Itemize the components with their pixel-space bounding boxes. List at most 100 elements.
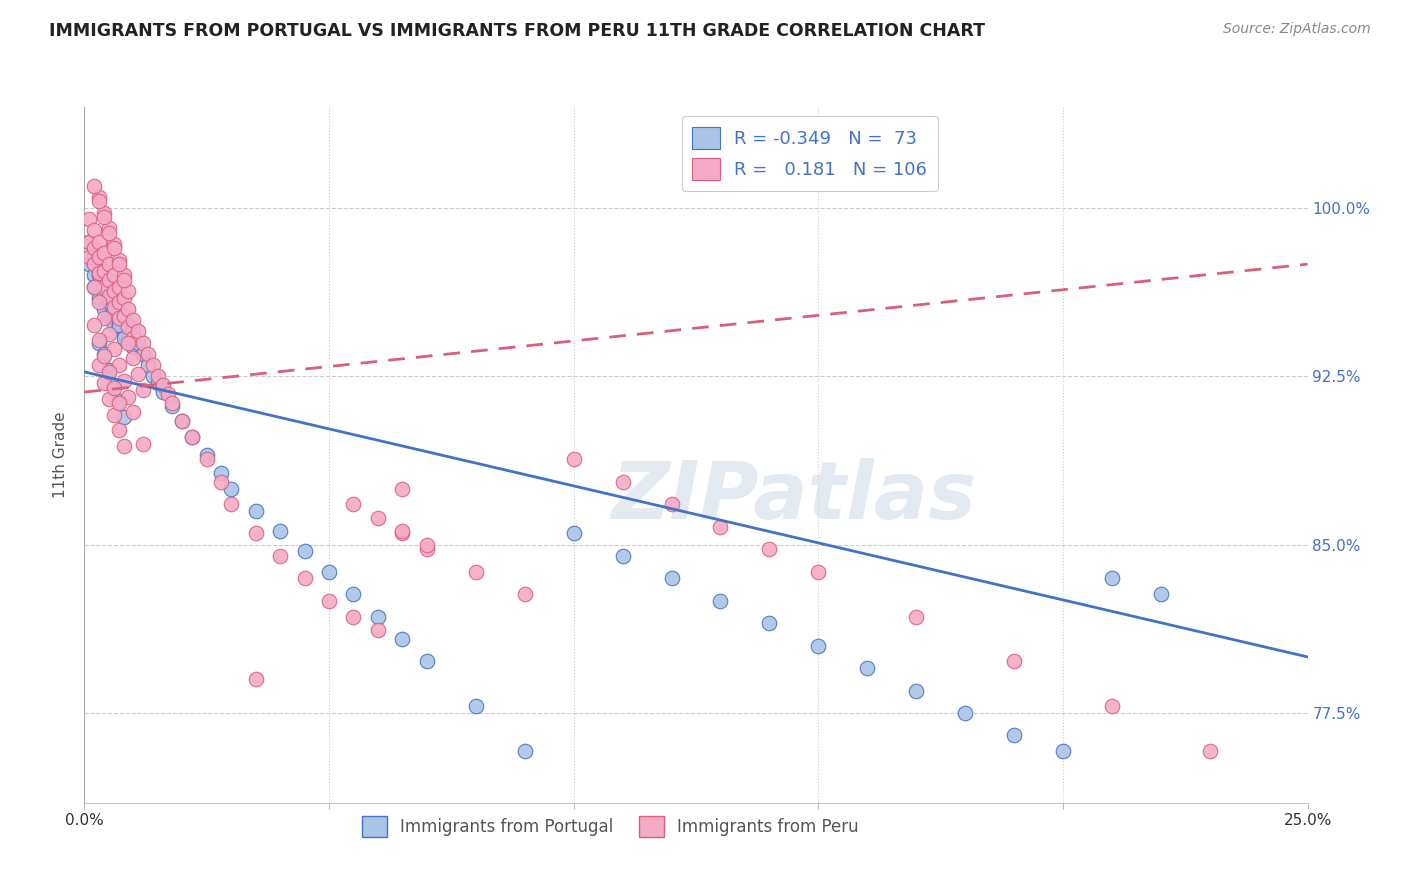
Point <box>112 291 135 305</box>
Point <box>117 331 139 345</box>
Point <box>905 609 928 624</box>
Point <box>122 325 145 339</box>
Point <box>87 235 110 249</box>
Point <box>142 369 165 384</box>
Point <box>87 268 110 283</box>
Point <box>93 349 115 363</box>
Point <box>342 609 364 624</box>
Point <box>107 257 129 271</box>
Point <box>209 475 232 489</box>
Point <box>107 423 129 437</box>
Point <box>112 309 135 323</box>
Point <box>152 385 174 400</box>
Point <box>117 335 139 350</box>
Point <box>93 301 115 316</box>
Point <box>294 544 316 558</box>
Point <box>93 246 115 260</box>
Point <box>93 210 115 224</box>
Point <box>1150 587 1173 601</box>
Point <box>162 396 184 410</box>
Point <box>856 661 879 675</box>
Point <box>77 235 100 249</box>
Point <box>112 268 135 283</box>
Point <box>112 409 135 424</box>
Point <box>93 277 115 292</box>
Point <box>219 497 242 511</box>
Point <box>103 381 125 395</box>
Point <box>464 565 486 579</box>
Point <box>87 335 110 350</box>
Point <box>117 284 139 298</box>
Point <box>103 343 125 357</box>
Point <box>142 358 165 372</box>
Point <box>103 318 125 332</box>
Point <box>83 246 105 260</box>
Point <box>83 279 105 293</box>
Point <box>612 475 634 489</box>
Text: Source: ZipAtlas.com: Source: ZipAtlas.com <box>1223 22 1371 37</box>
Point <box>83 268 105 283</box>
Point <box>195 448 218 462</box>
Legend: Immigrants from Portugal, Immigrants from Peru: Immigrants from Portugal, Immigrants fro… <box>356 810 865 843</box>
Point <box>162 399 184 413</box>
Point <box>172 414 194 428</box>
Point <box>97 288 120 302</box>
Point <box>112 439 135 453</box>
Point <box>245 673 267 687</box>
Point <box>97 279 120 293</box>
Point <box>112 309 135 323</box>
Point <box>562 452 585 467</box>
Point <box>97 392 120 406</box>
Point <box>1198 744 1220 758</box>
Point <box>127 325 149 339</box>
Point <box>97 295 120 310</box>
Point <box>87 295 110 310</box>
Point <box>112 326 135 341</box>
Point <box>318 594 340 608</box>
Point <box>93 279 115 293</box>
Point <box>103 378 125 392</box>
Point <box>416 542 439 557</box>
Point <box>391 482 413 496</box>
Point <box>87 194 110 209</box>
Point <box>181 430 204 444</box>
Point <box>107 301 129 316</box>
Point <box>112 374 135 388</box>
Point <box>97 221 120 235</box>
Point <box>219 482 242 496</box>
Point <box>87 291 110 305</box>
Point <box>107 318 129 332</box>
Point <box>103 300 125 314</box>
Point <box>93 286 115 301</box>
Point <box>416 538 439 552</box>
Point <box>97 291 120 305</box>
Point <box>127 335 149 350</box>
Point <box>245 526 267 541</box>
Point <box>117 301 139 316</box>
Point <box>807 565 830 579</box>
Point <box>1002 654 1025 668</box>
Point <box>807 639 830 653</box>
Point <box>87 266 110 280</box>
Point <box>103 268 125 283</box>
Point <box>367 623 389 637</box>
Y-axis label: 11th Grade: 11th Grade <box>53 411 69 499</box>
Point <box>391 526 413 541</box>
Point <box>342 497 364 511</box>
Point <box>103 242 125 256</box>
Point <box>318 565 340 579</box>
Point <box>107 252 129 267</box>
Point <box>181 430 204 444</box>
Point <box>391 632 413 646</box>
Point <box>77 235 100 249</box>
Point <box>93 347 115 361</box>
Point <box>103 291 125 305</box>
Point <box>562 526 585 541</box>
Point <box>112 331 135 345</box>
Point <box>342 587 364 601</box>
Point <box>146 376 169 390</box>
Point <box>87 190 110 204</box>
Point <box>136 347 159 361</box>
Point <box>132 335 155 350</box>
Point <box>93 205 115 219</box>
